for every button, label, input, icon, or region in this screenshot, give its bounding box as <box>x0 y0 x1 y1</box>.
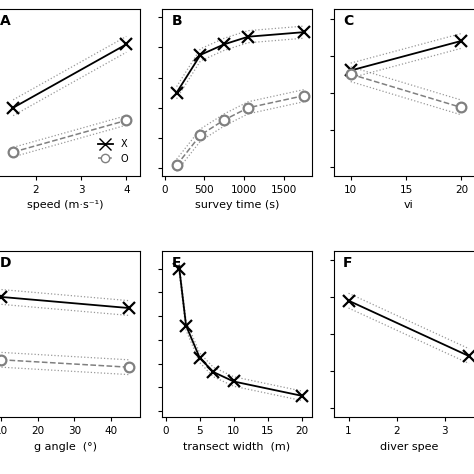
X-axis label: survey time (s): survey time (s) <box>195 201 279 210</box>
X-axis label: diver spee: diver spee <box>380 442 438 452</box>
Text: D: D <box>0 256 11 270</box>
Text: C: C <box>343 15 353 28</box>
Legend: X, O: X, O <box>94 135 132 168</box>
Text: A: A <box>0 15 10 28</box>
X-axis label: transect width  (m): transect width (m) <box>183 442 291 452</box>
Text: E: E <box>171 256 181 270</box>
X-axis label: vi: vi <box>404 201 414 210</box>
Text: F: F <box>343 256 353 270</box>
X-axis label: g angle  (°): g angle (°) <box>34 442 97 452</box>
Text: B: B <box>171 15 182 28</box>
X-axis label: speed (m·s⁻¹): speed (m·s⁻¹) <box>27 201 103 210</box>
